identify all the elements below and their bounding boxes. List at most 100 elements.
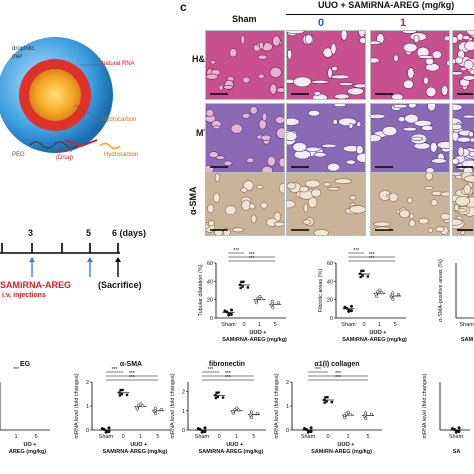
chart-collagen-point [325,400,328,403]
chart-collagen-point [309,430,313,434]
chart-fibrotic-point [347,309,351,313]
chart-asma-mrna-group-label: 0 [122,434,125,440]
chart-asma-mrna-title: α-SMA [120,361,142,368]
chart-tubular-point [239,283,242,286]
nanoparticle-diagram [0,20,180,170]
chart-fibrotic-point [366,275,370,278]
chart-collagen-point [348,412,352,416]
chart-collagen-point [343,416,347,420]
chart-tubular-point [276,301,281,305]
chart-fibronectin-point [200,430,204,434]
chart-tubular-point [240,280,243,284]
chart-fibrotic-point [376,290,380,294]
label-natural-rna: natural RNA [102,61,135,67]
chart-asma-mrna-point [135,407,139,411]
chart-tubular-point [241,285,244,288]
chart-fibronectin-point [214,393,217,397]
chart-tubular-ylabel: Tubular dilatation (%) [198,264,204,316]
chart-tubular-ytick-label: 20 [207,298,213,304]
chart-areg-title: EG [20,361,31,368]
chart-fibronectin-sig-label: *** [225,375,231,381]
chart-asma-mrna-ytick-label: 1 [86,404,89,410]
chart-asma-mrna-xlabel: SAMiRNA-AREG (mg/kg) [103,449,168,455]
chart-areg-group-label: 1 [14,434,17,440]
chart-collagen-point [323,401,326,404]
chart-fibrotic-sig-label: *** [353,248,359,254]
chart-fibrotic-point [349,304,354,308]
chart-collagen-ytick-label: 2 [286,380,289,386]
label-hydrocarbon-2: Hydrocarbon [104,152,139,158]
chart-fibronectin-point [231,411,235,415]
chart-fibronectin-sig-label: *** [208,367,214,373]
chart-fibronectin-ylabel: mRNA level (fold changes) [170,373,176,438]
chart-extra-point [457,430,461,434]
chart-asma-mrna-point [119,388,122,392]
mrna-charts: EG 1 5 *** UO +AREG (mg/kg) 0 1 2 mRNA level (fo… [0,361,470,455]
chart-fibronectin-ytick-label: 2 [182,390,185,396]
chart-fibronectin-point [217,391,220,394]
timeline-day-3: 3 [28,228,34,238]
chart-fibrotic-point [349,309,353,313]
chart-asma-mrna-group-label: 5 [156,434,159,440]
chart-fibrotic-point [396,292,401,297]
chart-extra-point [457,426,461,430]
chart-asma-mrna-ytick-label: 0 [86,428,89,434]
chart-areg-sig-label: *** [13,367,19,373]
micrograph-sma-3 [452,172,474,236]
chart-tubular-ytick-label: 40 [207,279,213,285]
chart-asma-mrna-group-label: 1 [139,434,142,440]
header-group-line [286,14,474,15]
chart-fibronectin-group-label: 5 [252,434,255,440]
chart-collagen-group-label: 0 [326,434,329,440]
chart-tubular-group-label: Sham [221,322,236,328]
chart-asma-mrna-sig-label: *** [129,371,135,377]
chart-collagen-point [369,412,373,416]
chart-tubular-point [239,286,242,290]
chart-collagen-ytick-label: 0 [286,428,289,434]
chart-fibrotic-ytick-label: 40 [327,279,333,285]
row-label-sma: α-SMA [188,186,198,215]
chart-asma-mrna-ytick-label: 2 [86,380,89,386]
chart-fibrotic-point [360,269,363,273]
chart-asma-mrna-sig-label: *** [112,367,118,373]
chart-fibronectin-xlabel: SAMiRNA-AREG (mg/kg) [199,449,264,455]
chart-tubular-group-label: 5 [274,322,277,328]
label-hydrocarbon: Hydrocarbon [102,117,137,123]
chart-tubular-point [256,296,260,300]
chart-asma-mrna-point [120,393,124,396]
chart-asma-mrna-point [107,430,111,434]
chart-fibrotic-point [345,306,349,310]
chart-collagen-xlabel: SAMiRN-AREG (mg/kg) [311,449,372,455]
chart-collagen-sig-label: *** [335,371,341,377]
chart-asma-mrna-point [104,430,108,434]
chart-asma-mrna-point [118,391,121,394]
chart-fibrotic-xlabel: SAMiRNA-AREG (mg/kg) [342,337,407,343]
chart-collagen-point [364,416,368,420]
chart-fibrotic-point [362,269,365,272]
chart-asma-mrna-sig-label: *** [129,375,135,381]
chart-fibrotic-point [378,288,382,292]
timeline-day-5: 5 [86,228,92,238]
timeline-injection: i.v. injections [2,292,46,299]
chart-fibrotic-point [391,291,395,295]
chart-fibrotic-point [359,272,362,275]
label-hydrophilic: drophilic [12,46,35,52]
chart-tubular-group-label: 1 [258,322,261,328]
hydrocarbon-core [29,69,81,121]
chart-fibronectin-point [215,391,218,394]
chart-collagen-point [304,427,308,432]
chart-tubular-ytick-label: 0 [210,316,213,322]
chart-fibronectin-point [203,430,207,434]
timeline-diagram [0,243,121,277]
chart-tubular-point [271,305,275,310]
chart-asma-area-ylabel: α-SMA-positive areas (%) [438,259,444,322]
chart-fibrotic-ytick-label: 20 [327,298,333,304]
chart-extra-ylabel: mRNA level (fold changes) [422,373,428,438]
micrograph-he-0 [205,30,285,100]
chart-fibronectin-ytick-label: 0 [182,428,185,434]
chart-asma-mrna-point [102,427,106,432]
chart-fibronectin-sig-label: *** [225,371,231,377]
micrograph-sma-1 [286,172,366,236]
chart-tubular-point [254,301,258,305]
chart-collagen-ylabel: mRNA level (fold changes) [274,373,280,438]
